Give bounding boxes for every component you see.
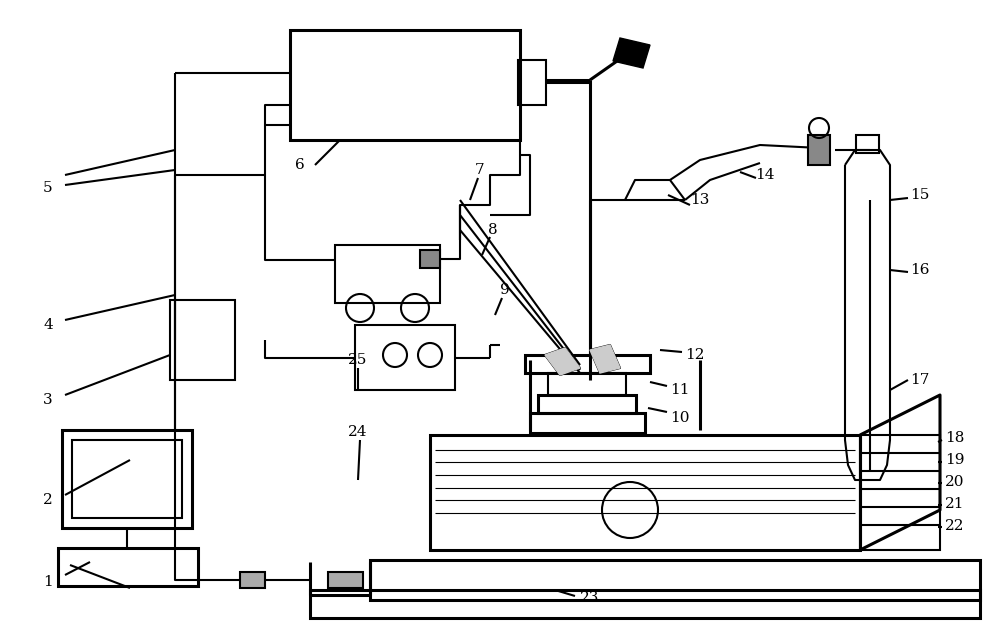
Bar xyxy=(548,373,626,395)
Text: 24: 24 xyxy=(348,425,368,439)
Bar xyxy=(328,572,363,588)
Text: 19: 19 xyxy=(945,453,965,467)
Bar xyxy=(335,245,440,303)
Bar xyxy=(355,325,455,390)
Text: 9: 9 xyxy=(500,283,510,297)
Bar xyxy=(290,30,520,140)
Text: 20: 20 xyxy=(945,475,965,489)
Text: 12: 12 xyxy=(685,348,705,362)
Bar xyxy=(518,60,546,105)
Bar xyxy=(310,590,980,618)
Text: 21: 21 xyxy=(945,497,965,511)
Bar xyxy=(170,300,235,380)
Text: 7: 7 xyxy=(475,163,485,177)
Bar xyxy=(58,548,198,586)
Text: 4: 4 xyxy=(43,318,53,332)
Text: 25: 25 xyxy=(348,353,368,367)
Bar xyxy=(525,355,650,373)
Text: 14: 14 xyxy=(755,168,775,182)
Bar xyxy=(430,435,860,550)
Text: 17: 17 xyxy=(910,373,930,387)
Text: 13: 13 xyxy=(690,193,710,207)
Bar xyxy=(538,395,636,413)
Bar xyxy=(808,135,830,165)
Bar xyxy=(420,250,440,268)
Bar xyxy=(370,560,980,600)
Bar xyxy=(856,135,879,153)
Text: 3: 3 xyxy=(43,393,53,407)
Polygon shape xyxy=(545,348,580,375)
Polygon shape xyxy=(590,345,620,373)
Text: 11: 11 xyxy=(670,383,690,397)
Text: 2: 2 xyxy=(43,493,53,507)
Text: 16: 16 xyxy=(910,263,930,277)
Polygon shape xyxy=(613,38,650,68)
Bar xyxy=(860,435,940,550)
Bar xyxy=(72,440,182,518)
Text: 23: 23 xyxy=(580,591,600,605)
Text: 18: 18 xyxy=(945,431,965,445)
Text: 8: 8 xyxy=(488,223,498,237)
Bar xyxy=(62,430,192,528)
Text: 1: 1 xyxy=(43,575,53,589)
Bar xyxy=(530,413,645,433)
Bar xyxy=(240,572,265,588)
Text: 5: 5 xyxy=(43,181,53,195)
Text: 15: 15 xyxy=(910,188,930,202)
Text: 6: 6 xyxy=(295,158,305,172)
Text: 22: 22 xyxy=(945,519,965,533)
Text: 10: 10 xyxy=(670,411,690,425)
